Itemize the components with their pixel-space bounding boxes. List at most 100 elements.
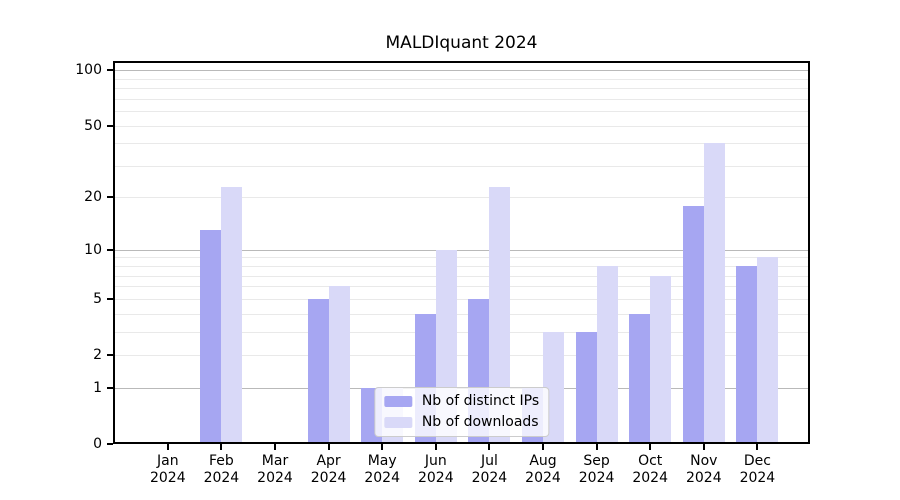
y-tick-label: 20 <box>84 189 102 206</box>
x-label-month: Sep <box>583 453 610 469</box>
y-tick-label: 1 <box>93 379 102 396</box>
x-label-month: Apr <box>316 453 341 469</box>
minor-gridline <box>113 286 810 288</box>
x-tick-mark <box>220 444 223 450</box>
y-tick-mark <box>107 196 113 199</box>
x-label-year: 2024 <box>578 470 615 486</box>
y-tick-label: 50 <box>84 117 102 134</box>
bar-feb-distinct-ips <box>200 230 222 444</box>
x-label-year: 2024 <box>739 470 776 486</box>
y-tick-mark <box>107 443 113 445</box>
bar-apr-distinct-ips <box>307 299 329 444</box>
minor-gridline <box>113 275 810 277</box>
y-tick-label: 5 <box>93 290 102 307</box>
y-tick-label: 100 <box>75 62 102 79</box>
x-tick-mark <box>434 444 437 450</box>
x-tick-mark <box>702 444 705 450</box>
x-tick-label: Jan 2024 <box>136 453 200 487</box>
minor-gridline <box>113 257 810 259</box>
x-tick-label: Oct 2024 <box>618 453 682 487</box>
minor-gridline <box>113 313 810 315</box>
y-tick-mark <box>107 386 113 389</box>
legend-swatch-distinct-ips-icon <box>383 396 412 407</box>
x-label-year: 2024 <box>149 470 186 486</box>
legend-item-distinct-ips: Nb of distinct IPs <box>383 393 540 409</box>
bar-dec-distinct-ips <box>736 266 758 444</box>
legend-item-downloads: Nb of downloads <box>383 414 539 430</box>
bar-jul-downloads <box>489 187 511 444</box>
x-tick-label: Apr 2024 <box>297 453 361 487</box>
x-tick-mark <box>327 444 330 450</box>
x-tick-mark <box>542 444 544 450</box>
x-tick-mark <box>649 444 652 450</box>
x-label-month: Mar <box>261 453 289 469</box>
chart-title: MALDIquant 2024 <box>385 33 538 53</box>
minor-gridline <box>113 298 810 300</box>
x-tick-label: Mar 2024 <box>243 453 307 487</box>
x-label-year: 2024 <box>417 470 454 486</box>
legend-label-distinct-ips: Nb of distinct IPs <box>421 393 540 409</box>
major-gridline <box>113 249 810 251</box>
bar-nov-distinct-ips <box>682 206 704 444</box>
x-tick-mark <box>756 444 759 450</box>
x-label-year: 2024 <box>257 470 293 486</box>
x-tick-mark <box>595 444 598 450</box>
minor-gridline <box>113 331 810 333</box>
bar-nov-downloads <box>703 143 725 444</box>
x-label-month: Feb <box>208 453 234 469</box>
x-tick-mark <box>381 444 384 450</box>
x-label-month: Nov <box>690 453 718 469</box>
bar-sep-distinct-ips <box>575 332 597 444</box>
minor-gridline <box>113 88 810 90</box>
x-label-month: Aug <box>529 453 557 469</box>
y-tick-label: 2 <box>93 347 102 363</box>
minor-gridline <box>113 355 810 356</box>
x-label-month: Jun <box>424 453 447 469</box>
x-tick-label: Dec 2024 <box>725 453 789 487</box>
x-tick-label: Nov 2024 <box>672 453 736 487</box>
x-label-year: 2024 <box>364 470 400 486</box>
x-tick-mark <box>166 444 169 450</box>
x-label-year: 2024 <box>310 470 347 486</box>
major-gridline <box>113 70 810 72</box>
y-tick-mark <box>107 354 113 356</box>
minor-gridline <box>113 165 810 167</box>
x-label-month: May <box>367 453 397 469</box>
y-tick-mark <box>107 248 113 251</box>
minor-gridline <box>113 98 810 100</box>
x-tick-label: Sep 2024 <box>565 453 629 487</box>
x-label-month: Dec <box>743 453 771 469</box>
minor-gridline <box>113 143 810 145</box>
x-tick-label: Jun 2024 <box>404 453 468 487</box>
x-label-month: Oct <box>638 453 663 469</box>
x-label-year: 2024 <box>203 470 240 486</box>
x-tick-mark <box>274 444 276 450</box>
minor-gridline <box>113 78 810 80</box>
x-tick-label: May 2024 <box>350 453 414 487</box>
x-label-month: Jul <box>480 453 498 469</box>
y-tick-mark <box>107 124 113 127</box>
x-label-year: 2024 <box>525 470 561 486</box>
y-tick-label: 0 <box>93 436 102 452</box>
legend-swatch-downloads-icon <box>383 417 412 428</box>
y-tick-mark <box>107 69 113 72</box>
x-tick-label: Jul 2024 <box>457 453 521 487</box>
x-label-year: 2024 <box>685 470 722 486</box>
x-tick-mark <box>488 444 491 450</box>
minor-gridline <box>113 125 810 127</box>
bar-oct-downloads <box>650 276 672 444</box>
y-tick-label: 10 <box>84 241 102 258</box>
x-tick-label: Feb 2024 <box>189 453 253 487</box>
x-label-year: 2024 <box>471 470 508 486</box>
bar-apr-downloads <box>328 286 350 444</box>
y-tick-mark <box>107 297 113 300</box>
bar-sep-downloads <box>596 266 618 444</box>
minor-gridline <box>113 266 810 268</box>
legend-label-downloads: Nb of downloads <box>421 414 539 430</box>
x-label-month: Jan <box>157 453 179 469</box>
bar-oct-distinct-ips <box>629 314 651 444</box>
x-label-year: 2024 <box>632 470 668 486</box>
plot-area: Nb of distinct IPs Nb of downloads <box>113 61 810 444</box>
minor-gridline <box>113 111 810 113</box>
